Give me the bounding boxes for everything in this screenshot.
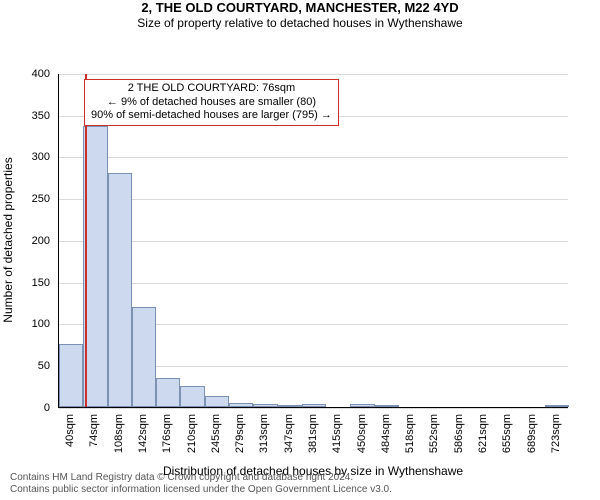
- x-tick-label: 279sqm: [234, 414, 246, 453]
- histogram-bar: [83, 126, 107, 407]
- x-tick-label: 621sqm: [477, 414, 489, 453]
- x-tick-label: 655sqm: [501, 414, 513, 453]
- histogram-bar: [375, 405, 399, 407]
- y-tick-label: 200: [0, 235, 50, 247]
- y-gridline: [59, 283, 568, 284]
- footnote-line1: Contains HM Land Registry data © Crown c…: [10, 472, 600, 484]
- y-gridline: [59, 408, 568, 409]
- x-tick-label: 74sqm: [88, 414, 100, 447]
- y-tick-label: 150: [0, 277, 50, 289]
- y-tick-label: 50: [0, 360, 50, 372]
- histogram-bar: [108, 173, 132, 407]
- x-tick-label: 689sqm: [526, 414, 538, 453]
- histogram-bar: [302, 404, 326, 407]
- annotation-line: 2 THE OLD COURTYARD: 76sqm: [91, 82, 332, 96]
- x-tick-label: 108sqm: [113, 414, 125, 453]
- histogram-bar: [350, 404, 374, 407]
- y-gridline: [59, 199, 568, 200]
- x-tick-label: 142sqm: [137, 414, 149, 453]
- annotation-box: 2 THE OLD COURTYARD: 76sqm← 9% of detach…: [84, 79, 339, 126]
- y-tick-label: 0: [0, 402, 50, 414]
- annotation-line: ← 9% of detached houses are smaller (80): [91, 96, 332, 110]
- x-tick-label: 347sqm: [283, 414, 295, 453]
- y-tick-label: 100: [0, 318, 50, 330]
- y-gridline: [59, 241, 568, 242]
- y-tick-label: 250: [0, 193, 50, 205]
- histogram-bar: [545, 405, 569, 407]
- x-tick-label: 381sqm: [307, 414, 319, 453]
- y-gridline: [59, 157, 568, 158]
- chart-wrap: Number of detached properties Distributi…: [0, 30, 600, 450]
- x-tick-label: 210sqm: [186, 414, 198, 453]
- x-tick-label: 313sqm: [258, 414, 270, 453]
- y-tick-label: 300: [0, 151, 50, 163]
- x-tick-label: 450sqm: [356, 414, 368, 453]
- annotation-line: 90% of semi-detached houses are larger (…: [91, 109, 332, 123]
- chart-title: 2, THE OLD COURTYARD, MANCHESTER, M22 4Y…: [0, 0, 600, 16]
- footnote: Contains HM Land Registry data © Crown c…: [10, 472, 600, 496]
- x-tick-label: 552sqm: [428, 414, 440, 453]
- histogram-bar: [278, 405, 302, 407]
- x-tick-label: 518sqm: [404, 414, 416, 453]
- histogram-bar: [156, 378, 180, 407]
- footnote-line2: Contains public sector information licen…: [10, 484, 600, 496]
- y-tick-label: 350: [0, 110, 50, 122]
- x-tick-label: 723sqm: [550, 414, 562, 453]
- x-tick-label: 176sqm: [161, 414, 173, 453]
- histogram-bar: [205, 396, 229, 407]
- histogram-bar: [229, 403, 253, 407]
- histogram-bar: [59, 344, 83, 407]
- histogram-bar: [180, 386, 204, 407]
- y-gridline: [59, 74, 568, 75]
- chart-subtitle: Size of property relative to detached ho…: [0, 16, 600, 30]
- x-tick-label: 40sqm: [64, 414, 76, 447]
- x-tick-label: 586sqm: [453, 414, 465, 453]
- x-tick-label: 484sqm: [380, 414, 392, 453]
- x-tick-label: 415sqm: [331, 414, 343, 453]
- histogram-bar: [253, 404, 277, 407]
- y-tick-label: 400: [0, 68, 50, 80]
- histogram-bar: [132, 307, 156, 407]
- x-tick-label: 245sqm: [210, 414, 222, 453]
